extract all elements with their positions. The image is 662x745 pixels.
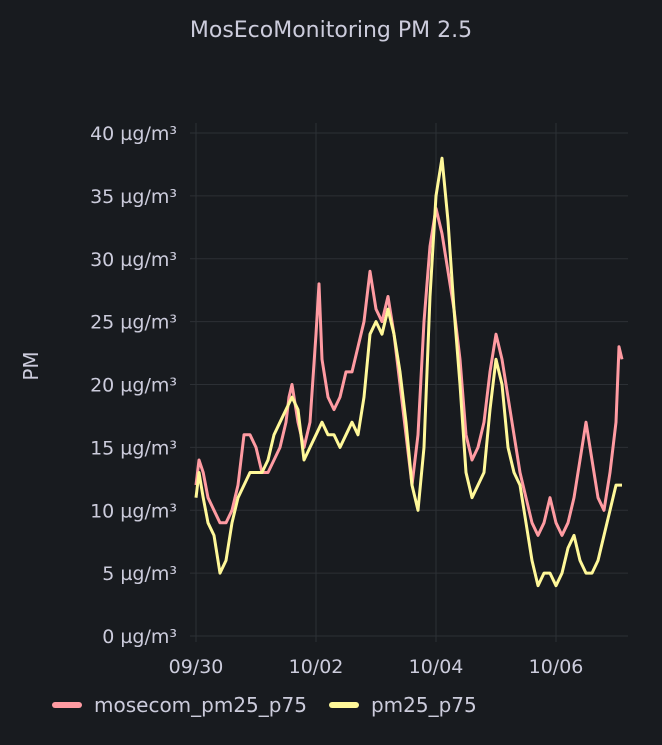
legend: mosecom_pm25_p75 pm25_p75 — [52, 693, 499, 717]
y-tick-label: 35 µg/m³ — [90, 186, 177, 208]
y-axis-label: PM — [19, 351, 43, 380]
y-tick-label: 0 µg/m³ — [102, 626, 177, 648]
legend-swatch — [328, 702, 359, 708]
y-tick-label: 20 µg/m³ — [90, 375, 177, 397]
grid — [190, 123, 628, 642]
legend-item-pm25_p75[interactable]: pm25_p75 — [328, 693, 477, 717]
x-axis: 09/30 10/02 10/04 10/06 — [169, 656, 584, 678]
y-tick-label: 10 µg/m³ — [90, 500, 177, 522]
y-tick-label: 25 µg/m³ — [90, 312, 177, 334]
legend-label: mosecom_pm25_p75 — [94, 693, 307, 717]
x-tick-label: 09/30 — [169, 656, 224, 678]
y-tick-label: 5 µg/m³ — [102, 563, 177, 585]
series-group — [194, 156, 624, 588]
legend-label: pm25_p75 — [370, 693, 477, 717]
y-tick-label: 40 µg/m³ — [90, 123, 177, 145]
panel-title: MosEcoMonitoring PM 2.5 — [189, 18, 473, 43]
x-tick-label: 10/06 — [529, 656, 584, 678]
y-tick-label: 30 µg/m³ — [90, 249, 177, 271]
y-tick-label: 15 µg/m³ — [90, 437, 177, 459]
series-line-mosecom_pm25_p75 — [194, 206, 624, 537]
series-line-pm25_p75 — [194, 156, 622, 588]
legend-item-mosecom_pm25_p75[interactable]: mosecom_pm25_p75 — [52, 693, 307, 717]
x-tick-label: 10/04 — [409, 656, 464, 678]
y-axis: 0 µg/m³ 5 µg/m³ 10 µg/m³ 15 µg/m³ 20 µg/m³ 25… — [90, 123, 177, 648]
legend-swatch — [52, 702, 82, 708]
chart-canvas: 0 µg/m³ 5 µg/m³ 10 µg/m³ 15 µg/m³ 20 µg/m³ 25… — [19, 123, 628, 678]
x-tick-label: 10/02 — [289, 656, 344, 678]
